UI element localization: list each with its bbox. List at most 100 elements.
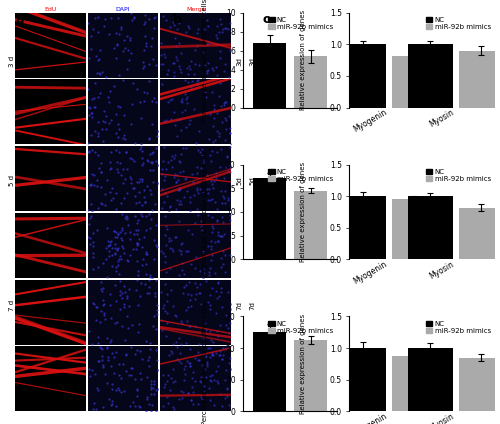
Point <box>166 386 173 393</box>
Point <box>202 326 210 333</box>
Point <box>132 192 140 199</box>
Point <box>110 228 118 235</box>
Point <box>102 118 110 125</box>
Point <box>226 301 234 307</box>
Point <box>142 43 150 50</box>
Point <box>113 159 121 166</box>
Point <box>140 21 148 28</box>
Point <box>135 321 143 327</box>
Point <box>142 374 150 380</box>
Point <box>172 179 179 186</box>
Point <box>208 252 216 259</box>
Point <box>174 62 182 69</box>
Point <box>88 171 96 178</box>
Point <box>126 155 134 162</box>
Legend: NC, miR-92b mimics: NC, miR-92b mimics <box>267 320 334 335</box>
Point <box>161 252 169 259</box>
Point <box>135 235 143 242</box>
Point <box>126 252 134 259</box>
Point <box>191 355 199 362</box>
Point <box>116 292 124 299</box>
Point <box>161 308 169 315</box>
Point <box>157 316 165 323</box>
Point <box>120 195 128 201</box>
Point <box>178 250 186 257</box>
Point <box>106 302 114 309</box>
Point <box>128 365 136 372</box>
Point <box>208 228 216 235</box>
Point <box>214 238 222 245</box>
Point <box>94 94 102 101</box>
Point <box>146 186 154 193</box>
Point <box>161 212 169 219</box>
Point <box>180 290 188 297</box>
Point <box>142 212 150 219</box>
Point <box>88 242 96 249</box>
Point <box>133 231 141 238</box>
Point <box>106 117 114 124</box>
Point <box>138 59 146 65</box>
Point <box>110 251 118 257</box>
Point <box>225 329 233 336</box>
Point <box>178 395 186 402</box>
Point <box>120 301 128 307</box>
Point <box>212 368 220 375</box>
Point <box>222 164 230 170</box>
Point <box>102 176 110 183</box>
Point <box>148 385 156 392</box>
Point <box>193 185 201 192</box>
Point <box>180 271 188 277</box>
Point <box>88 254 96 260</box>
Point <box>106 339 114 346</box>
Point <box>103 225 111 232</box>
Bar <box>341 45 386 108</box>
Point <box>172 117 180 123</box>
Point <box>90 171 98 178</box>
Point <box>88 366 96 373</box>
Point <box>226 217 234 223</box>
Point <box>203 361 211 368</box>
Point <box>217 145 225 152</box>
Point <box>124 303 132 310</box>
Point <box>87 201 95 207</box>
Point <box>218 356 226 363</box>
Point <box>226 212 234 219</box>
Point <box>127 121 135 128</box>
Point <box>198 152 206 159</box>
Point <box>152 145 160 151</box>
Point <box>146 60 154 67</box>
Point <box>192 30 200 37</box>
Point <box>216 348 224 354</box>
Point <box>134 329 141 336</box>
Point <box>117 24 125 31</box>
Point <box>106 87 114 94</box>
Point <box>198 362 206 368</box>
Point <box>134 268 142 274</box>
Point <box>140 98 147 105</box>
Point <box>184 390 192 397</box>
Point <box>140 62 148 69</box>
Point <box>162 193 170 200</box>
Point <box>100 300 108 307</box>
Point <box>226 162 234 168</box>
Text: 5d: 5d <box>236 176 242 184</box>
Point <box>106 395 114 402</box>
Point <box>138 161 145 168</box>
Point <box>192 254 200 260</box>
Point <box>98 346 106 352</box>
Point <box>182 91 190 98</box>
Point <box>128 100 136 107</box>
Point <box>84 86 92 93</box>
Point <box>110 370 118 377</box>
Point <box>196 61 203 68</box>
Point <box>125 286 133 293</box>
Point <box>203 363 211 369</box>
Point <box>111 282 119 289</box>
Point <box>142 251 150 258</box>
Point <box>224 324 232 331</box>
Point <box>85 221 93 228</box>
Point <box>146 272 154 279</box>
Point <box>146 225 154 232</box>
Point <box>164 207 172 214</box>
Point <box>126 228 134 235</box>
